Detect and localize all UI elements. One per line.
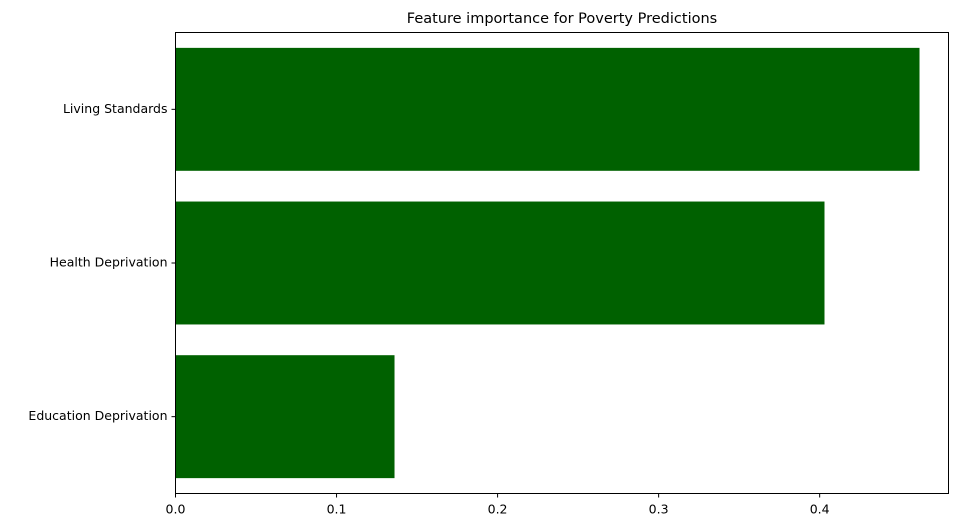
y-tick-label: Health Deprivation	[50, 255, 168, 270]
bar-health-deprivation	[175, 201, 825, 325]
x-tick-label: 0.4	[810, 502, 830, 517]
plot-frame	[175, 32, 949, 494]
bar-living-standards	[175, 47, 920, 171]
x-tick-label: 0.1	[327, 502, 347, 517]
x-tick-label: 0.0	[166, 502, 186, 517]
chart-title: Feature importance for Poverty Predictio…	[407, 11, 717, 27]
x-tick-label: 0.3	[649, 502, 669, 517]
y-tick-label: Living Standards	[63, 101, 168, 116]
y-tick-label: Education Deprivation	[28, 408, 167, 423]
x-axis-ticks: 0.0 0.1 0.2 0.3 0.4	[166, 493, 830, 517]
bars-group	[175, 47, 920, 479]
y-axis-ticks: Living Standards Health Deprivation Educat…	[28, 101, 176, 423]
bar-education-deprivation	[175, 355, 395, 479]
x-tick-label: 0.2	[488, 502, 508, 517]
